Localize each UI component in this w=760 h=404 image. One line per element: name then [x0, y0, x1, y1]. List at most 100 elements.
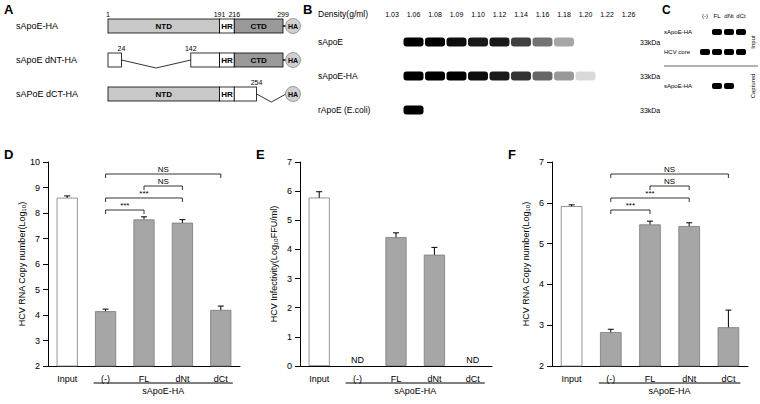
- svg-text:sAPoE dCT-HA: sAPoE dCT-HA: [16, 89, 78, 99]
- svg-text:(-): (-): [702, 13, 708, 19]
- svg-text:ND: ND: [466, 355, 479, 365]
- svg-text:CTD: CTD: [250, 56, 267, 65]
- svg-text:sApoE-HA: sApoE-HA: [664, 83, 692, 89]
- svg-text:FL: FL: [645, 374, 656, 384]
- svg-text:HCV RNA Copy number(Log₁₀): HCV RNA Copy number(Log₁₀): [521, 202, 531, 326]
- svg-text:33kDa: 33kDa: [640, 73, 660, 80]
- svg-text:1.10: 1.10: [471, 11, 485, 18]
- svg-text:1.06: 1.06: [407, 11, 421, 18]
- svg-text:(-): (-): [353, 374, 362, 384]
- svg-text:HA: HA: [288, 91, 298, 98]
- svg-text:5: 5: [287, 215, 292, 225]
- svg-text:NS: NS: [158, 177, 169, 186]
- svg-text:HR: HR: [221, 22, 233, 31]
- svg-text:3: 3: [287, 274, 292, 284]
- svg-text:dCt: dCt: [214, 374, 229, 384]
- svg-text:3: 3: [35, 336, 40, 346]
- svg-text:HR: HR: [221, 90, 233, 99]
- svg-text:FL: FL: [713, 13, 721, 19]
- svg-text:5: 5: [539, 239, 544, 249]
- svg-text:dCt: dCt: [466, 374, 481, 384]
- svg-text:HCV core: HCV core: [664, 49, 691, 55]
- svg-text:sApoE-HA: sApoE-HA: [318, 71, 358, 81]
- svg-text:sApoE-HA: sApoE-HA: [664, 29, 692, 35]
- svg-text:dCt: dCt: [736, 13, 746, 19]
- svg-text:NS: NS: [664, 177, 675, 186]
- svg-text:299: 299: [277, 11, 289, 18]
- svg-text:1.03: 1.03: [385, 11, 399, 18]
- svg-text:Captured: Captured: [750, 74, 756, 99]
- svg-text:9: 9: [35, 183, 40, 193]
- svg-text:1.22: 1.22: [600, 11, 614, 18]
- svg-text:7: 7: [287, 157, 292, 167]
- svg-text:Input: Input: [562, 374, 583, 384]
- svg-text:sApoE-HA: sApoE-HA: [394, 386, 436, 396]
- svg-text:6: 6: [35, 259, 40, 269]
- svg-text:1.14: 1.14: [514, 11, 528, 18]
- svg-text:NTD: NTD: [156, 90, 173, 99]
- svg-text:sApoE-HA: sApoE-HA: [649, 386, 691, 396]
- svg-text:0: 0: [287, 361, 292, 371]
- svg-text:A: A: [4, 2, 14, 17]
- svg-text:1.09: 1.09: [450, 11, 464, 18]
- svg-text:(-): (-): [101, 374, 110, 384]
- svg-text:191: 191: [214, 11, 226, 18]
- svg-text:33kDa: 33kDa: [640, 39, 660, 46]
- svg-text:1.26: 1.26: [622, 11, 636, 18]
- svg-text:NS: NS: [664, 165, 675, 174]
- svg-text:sApoE dNT-HA: sApoE dNT-HA: [16, 55, 77, 65]
- svg-text:1.18: 1.18: [557, 11, 571, 18]
- svg-text:HA: HA: [288, 57, 298, 64]
- svg-text:7: 7: [539, 157, 544, 167]
- svg-text:HCV Infectivity(Log₁₀FFU/ml): HCV Infectivity(Log₁₀FFU/ml): [269, 206, 279, 322]
- svg-text:B: B: [303, 2, 312, 17]
- svg-text:NS: NS: [158, 165, 169, 174]
- svg-text:***: ***: [139, 189, 148, 198]
- svg-text:33kDa: 33kDa: [640, 107, 660, 114]
- svg-text:(-): (-): [606, 374, 615, 384]
- svg-text:1: 1: [106, 11, 110, 18]
- svg-text:rApoE (E.coli): rApoE (E.coli): [318, 105, 371, 115]
- svg-text:Input: Input: [57, 374, 78, 384]
- svg-text:4: 4: [287, 244, 292, 254]
- svg-text:Input: Input: [750, 35, 756, 49]
- svg-text:CTD: CTD: [250, 22, 267, 31]
- svg-text:254: 254: [251, 79, 263, 86]
- svg-text:1.16: 1.16: [536, 11, 550, 18]
- svg-text:10: 10: [30, 157, 40, 167]
- svg-text:sApoE: sApoE: [318, 37, 343, 47]
- svg-text:24: 24: [118, 45, 126, 52]
- svg-text:Input: Input: [309, 374, 330, 384]
- svg-text:142: 142: [185, 45, 197, 52]
- svg-text:3: 3: [539, 320, 544, 330]
- svg-text:Density(g/ml): Density(g/ml): [318, 9, 368, 19]
- svg-text:1.12: 1.12: [493, 11, 507, 18]
- svg-text:7: 7: [35, 234, 40, 244]
- svg-text:5: 5: [35, 285, 40, 295]
- svg-text:D: D: [4, 147, 13, 162]
- svg-text:HR: HR: [221, 56, 233, 65]
- svg-text:1.08: 1.08: [428, 11, 442, 18]
- svg-text:dNt: dNt: [682, 374, 697, 384]
- svg-text:2: 2: [35, 361, 40, 371]
- svg-text:dNt: dNt: [175, 374, 190, 384]
- svg-text:HCV RNA Copy number(Log₁₀): HCV RNA Copy number(Log₁₀): [17, 202, 27, 326]
- svg-text:1.20: 1.20: [579, 11, 593, 18]
- svg-text:4: 4: [539, 279, 544, 289]
- svg-text:8: 8: [35, 208, 40, 218]
- svg-text:2: 2: [287, 303, 292, 313]
- svg-text:1: 1: [287, 332, 292, 342]
- svg-text:ND: ND: [351, 355, 364, 365]
- svg-text:sApoE-HA: sApoE-HA: [142, 386, 184, 396]
- svg-text:sApoE-HA: sApoE-HA: [16, 21, 58, 31]
- svg-text:E: E: [256, 147, 265, 162]
- svg-text:C: C: [662, 3, 671, 17]
- svg-text:4: 4: [35, 310, 40, 320]
- svg-text:2: 2: [539, 361, 544, 371]
- svg-text:NTD: NTD: [156, 22, 173, 31]
- svg-text:dNt: dNt: [427, 374, 442, 384]
- svg-text:216: 216: [228, 11, 240, 18]
- svg-text:FL: FL: [391, 374, 402, 384]
- svg-text:dNt: dNt: [724, 13, 734, 19]
- svg-text:6: 6: [287, 186, 292, 196]
